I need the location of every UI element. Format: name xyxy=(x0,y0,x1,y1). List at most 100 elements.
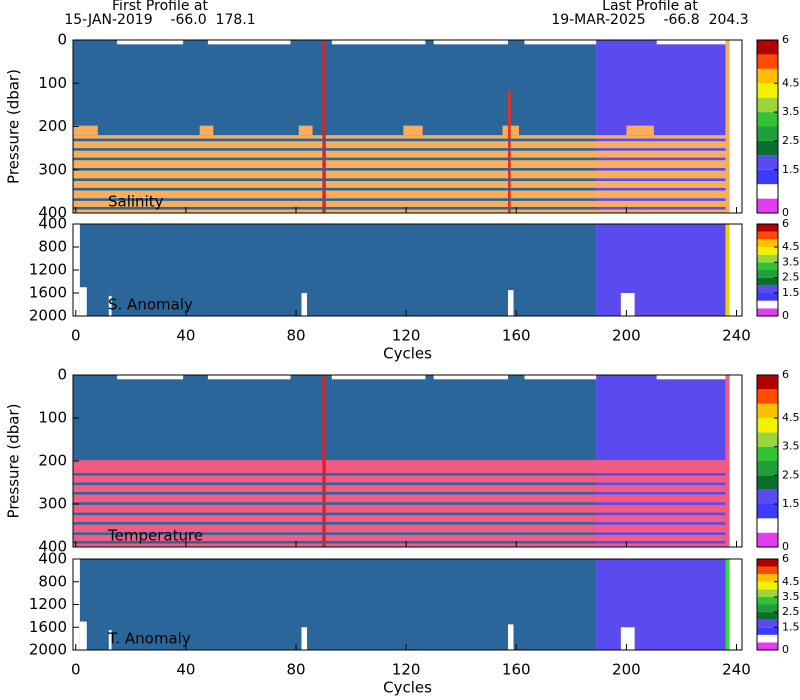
colorbar-band xyxy=(757,461,778,476)
stripe xyxy=(73,168,597,171)
colorbar-tick-label: 2.5 xyxy=(782,134,800,147)
colorbar-band xyxy=(757,285,778,293)
stripe xyxy=(73,198,597,201)
first-profile-info: 15-JAN-2019 -66.0 178.1 xyxy=(64,12,255,28)
x-tick-label: 0 xyxy=(71,327,81,345)
stripe xyxy=(73,491,597,495)
x-tick-label: 160 xyxy=(502,661,531,679)
y-tick-label: 800 xyxy=(38,572,67,590)
colorbar-frame xyxy=(756,558,779,651)
colorbar-band xyxy=(757,581,778,590)
colorbar-tick-label: 4.5 xyxy=(782,240,800,253)
colorbar-band xyxy=(757,262,778,270)
data-cell xyxy=(656,40,726,45)
colorbar-band xyxy=(757,642,778,650)
data-cell xyxy=(331,40,426,45)
x-tick-label: 240 xyxy=(722,327,751,345)
colorbar-band xyxy=(757,68,778,84)
stripe xyxy=(596,168,726,171)
y-tick-label: 200 xyxy=(38,452,67,470)
colorbar-tick-label: 0 xyxy=(782,540,789,553)
x-tick-label: 240 xyxy=(722,661,751,679)
x-tick-label: 80 xyxy=(286,327,305,345)
stripe xyxy=(73,178,597,181)
last-profile-title: Last Profile at xyxy=(602,0,698,14)
colorbar-band xyxy=(757,475,778,490)
stripe xyxy=(73,502,597,505)
data-cell xyxy=(620,627,635,650)
colorbar-tick-label: 3.5 xyxy=(782,590,800,603)
colorbar-tick-label: 6 xyxy=(782,552,789,565)
colorbar-tick-label: 6 xyxy=(782,33,789,46)
stripe xyxy=(596,502,726,505)
colorbar-band xyxy=(757,293,778,301)
colorbar-band xyxy=(757,239,778,247)
colorbar-tick-label: 0 xyxy=(782,206,789,219)
colorbar-band xyxy=(757,155,778,170)
colorbar-band xyxy=(757,627,778,635)
data-cell xyxy=(117,40,184,45)
panel-label: Temperature xyxy=(107,527,203,545)
data-cell xyxy=(524,375,597,380)
colorbar-band xyxy=(757,619,778,628)
data-cell xyxy=(725,40,730,213)
data-cell xyxy=(199,125,214,136)
data-cell xyxy=(73,125,98,136)
x-tick-label: 160 xyxy=(502,327,531,345)
stripe xyxy=(596,482,726,486)
colorbar-band xyxy=(757,97,778,113)
colorbar-band xyxy=(757,40,778,55)
y-tick-label: 800 xyxy=(38,238,67,256)
colorbar-tick-label: 0 xyxy=(782,309,789,322)
y-tick-label: 200 xyxy=(38,117,67,135)
stripe xyxy=(73,206,597,210)
colorbar-band xyxy=(757,224,778,232)
colorbar-tick-label: 6 xyxy=(782,368,789,381)
colorbar-tick-label: 3.5 xyxy=(782,105,800,118)
y-tick-label: 400 xyxy=(38,204,67,222)
colorbar-tick-label: 4.5 xyxy=(782,76,800,89)
panel-label: T. Anomaly xyxy=(107,630,191,648)
stripe xyxy=(73,482,597,486)
colorbar-band xyxy=(757,54,778,69)
colorbar-tick-label: 0 xyxy=(782,643,789,656)
colorbar-tick-label: 1.5 xyxy=(782,497,800,510)
x-tick-label: 40 xyxy=(176,327,195,345)
data-cell xyxy=(433,375,508,380)
colorbar-band xyxy=(757,254,778,263)
stripe xyxy=(596,522,726,525)
y-tick-label: 2000 xyxy=(29,307,67,325)
y-tick-label: 2000 xyxy=(29,641,67,659)
stripe xyxy=(73,512,597,516)
data-cell xyxy=(117,375,184,380)
y-tick-label: 300 xyxy=(38,495,67,513)
data-cell xyxy=(403,125,423,136)
data-cell xyxy=(656,375,726,380)
y-tick-label: 100 xyxy=(38,409,67,427)
data-cell xyxy=(433,40,508,45)
colorbar-band xyxy=(757,126,778,141)
data-cell xyxy=(79,287,87,316)
colorbar-tick-label: 2.5 xyxy=(782,605,800,618)
colorbar-tick-label: 3.5 xyxy=(782,440,800,453)
x-tick-label: 120 xyxy=(392,327,421,345)
x-axis-label: Cycles xyxy=(383,679,432,697)
y-tick-label: 400 xyxy=(38,215,67,233)
data-cell xyxy=(73,460,726,470)
colorbar-band xyxy=(757,277,778,286)
x-tick-label: 0 xyxy=(71,661,81,679)
colorbar-band xyxy=(757,489,778,504)
data-cell xyxy=(737,224,742,316)
colorbar-tick-label: 4.5 xyxy=(782,575,800,588)
colorbar-band xyxy=(757,518,778,533)
stripe xyxy=(596,206,726,210)
x-axis-label: Cycles xyxy=(383,345,432,363)
colorbar-band xyxy=(757,604,778,613)
colorbar-frame xyxy=(756,374,779,548)
y-tick-label: 300 xyxy=(38,160,67,178)
stripe xyxy=(596,187,726,191)
stripe xyxy=(73,157,597,161)
colorbar-band xyxy=(757,375,778,390)
colorbar-frame xyxy=(756,39,779,214)
